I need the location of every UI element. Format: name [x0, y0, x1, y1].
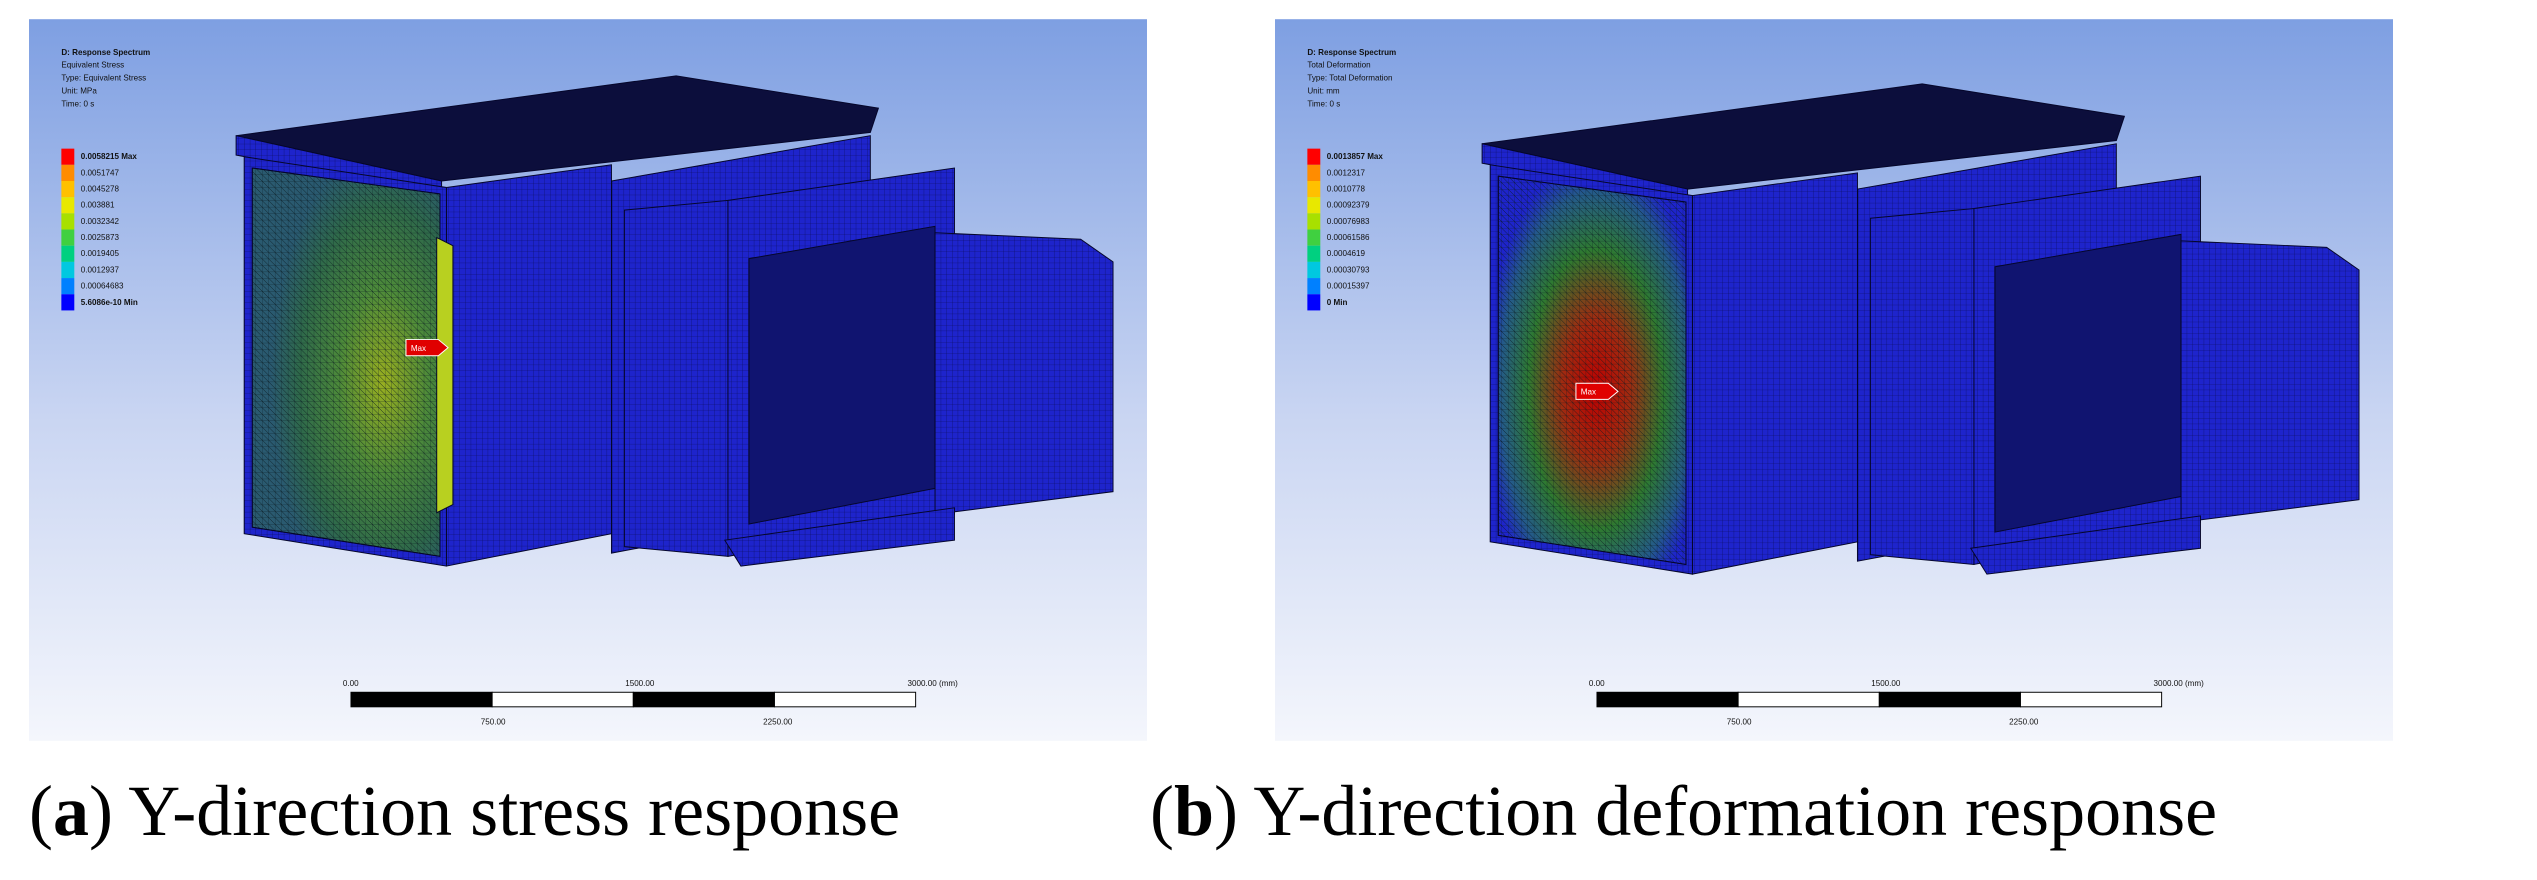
- caption-part: (: [1150, 771, 1174, 851]
- probe-flag: [405, 339, 449, 357]
- scale-label: 3000.00 (mm): [908, 679, 959, 688]
- scale-segment: [1737, 691, 1880, 708]
- legend-label: 0.0004619: [1327, 249, 1366, 258]
- scale-label: 2250.00: [2009, 718, 2039, 727]
- header-line: Type: Equivalent Stress: [61, 74, 146, 83]
- scale-segment: [773, 691, 917, 708]
- base-plate: [1969, 515, 2201, 575]
- header-line: Total Deformation: [1307, 61, 1370, 70]
- probe-label: Max: [411, 344, 426, 353]
- header-line: D: Response Spectrum: [61, 48, 150, 57]
- scale-label: 2250.00: [763, 718, 793, 727]
- legend-swatch: [61, 229, 75, 246]
- legend-swatch: [1307, 213, 1321, 230]
- main-right-face: [445, 164, 612, 567]
- scale-label: 750.00: [481, 718, 506, 727]
- model: [235, 75, 1114, 567]
- header-line: Time: 0 s: [1307, 100, 1340, 109]
- legend-swatch: [61, 197, 75, 214]
- response-mesh: [1497, 175, 1687, 566]
- screenshot: D: Response Spectrum Total Deformation Typ…: [1275, 19, 2393, 741]
- scale-segment: [1878, 691, 2021, 708]
- response-mesh: [251, 167, 441, 557]
- legend-label: 0.003881: [81, 201, 115, 210]
- legend-label: 0.0012317: [1327, 168, 1366, 177]
- caption-part: ) Y-direction stress response: [88, 771, 901, 851]
- legend-label: 0.00076983: [1327, 217, 1370, 226]
- legend-swatch: [1307, 278, 1321, 295]
- scale-segment: [350, 691, 493, 708]
- legend-label: 0.0058215 Max: [81, 152, 138, 161]
- box-front: [1869, 207, 1975, 565]
- main-right-face: [1691, 172, 1858, 575]
- legend-label: 0.0012937: [81, 265, 120, 274]
- scale-segment: [632, 691, 775, 708]
- screenshot: D: Response Spectrum Equivalent Stress Typ…: [29, 19, 1147, 741]
- caption: (a) Y-direction stress response: [29, 770, 900, 853]
- legend-label: 0.00030793: [1327, 265, 1370, 274]
- legend-swatch: [1307, 148, 1321, 165]
- legend-swatch: [1307, 164, 1321, 181]
- legend-label: 0.0019405: [81, 249, 120, 258]
- legend-swatch: [61, 278, 75, 295]
- scale-segment: [2019, 691, 2163, 708]
- base-plate: [723, 507, 955, 567]
- box-front: [623, 199, 729, 557]
- legend-label: 0.00092379: [1327, 201, 1370, 210]
- model: [1481, 83, 2360, 575]
- legend-label: 0.00061586: [1327, 233, 1370, 242]
- legend-label: 0.0032342: [81, 217, 120, 226]
- legend-swatch: [61, 180, 75, 198]
- scale-label: 1500.00: [625, 679, 655, 688]
- header-line: Type: Total Deformation: [1307, 74, 1392, 83]
- caption-part: ) Y-direction deformation response: [1214, 771, 2218, 851]
- outer-box: [934, 232, 1114, 515]
- legend-swatch: [1307, 197, 1321, 214]
- box-opening: [1994, 233, 2182, 533]
- header-line: D: Response Spectrum: [1307, 48, 1396, 57]
- legend-swatch: [61, 148, 75, 165]
- legend-swatch: [61, 245, 75, 262]
- legend-swatch: [1307, 294, 1321, 311]
- legend-swatch: [61, 261, 75, 279]
- scale-label: 0.00: [1589, 679, 1605, 688]
- legend-label: 0.0045278: [81, 185, 120, 194]
- header-line: Time: 0 s: [61, 100, 94, 109]
- scale-label: 0.00: [343, 679, 359, 688]
- legend-label: 0.0051747: [81, 168, 120, 177]
- header-line: Equivalent Stress: [61, 61, 124, 70]
- probe-label: Max: [1581, 388, 1596, 397]
- caption: (b) Y-direction deformation response: [1150, 770, 2217, 853]
- scale-label: 3000.00 (mm): [2154, 679, 2205, 688]
- legend-label: 5.6086e-10 Min: [81, 298, 138, 307]
- scale-label: 750.00: [1727, 718, 1752, 727]
- legend-label: 0.0010778: [1327, 185, 1366, 194]
- legend-label: 0.00064683: [81, 282, 124, 291]
- legend-swatch: [1307, 180, 1321, 198]
- scale-segment: [1596, 691, 1739, 708]
- legend-swatch: [61, 294, 75, 311]
- caption-part: b: [1173, 771, 1215, 851]
- box-opening: [748, 225, 936, 525]
- probe-flag: [1575, 382, 1619, 400]
- legend-swatch: [1307, 261, 1321, 279]
- header-line: Unit: mm: [1307, 87, 1340, 96]
- legend-swatch: [61, 213, 75, 230]
- legend-swatch: [1307, 229, 1321, 246]
- legend-swatch: [1307, 245, 1321, 262]
- legend-label: 0.00015397: [1327, 282, 1370, 291]
- caption-part: (: [29, 771, 53, 851]
- legend-label: 0.0013857 Max: [1327, 152, 1384, 161]
- legend-label: 0 Min: [1327, 298, 1348, 307]
- caption-part: a: [52, 771, 89, 851]
- header-line: Unit: MPa: [61, 87, 97, 96]
- stress-strip: [436, 236, 454, 514]
- scale-label: 1500.00: [1871, 679, 1901, 688]
- outer-box: [2180, 240, 2360, 523]
- legend-label: 0.0025873: [81, 233, 120, 242]
- scale-segment: [491, 691, 634, 708]
- legend-swatch: [61, 164, 75, 181]
